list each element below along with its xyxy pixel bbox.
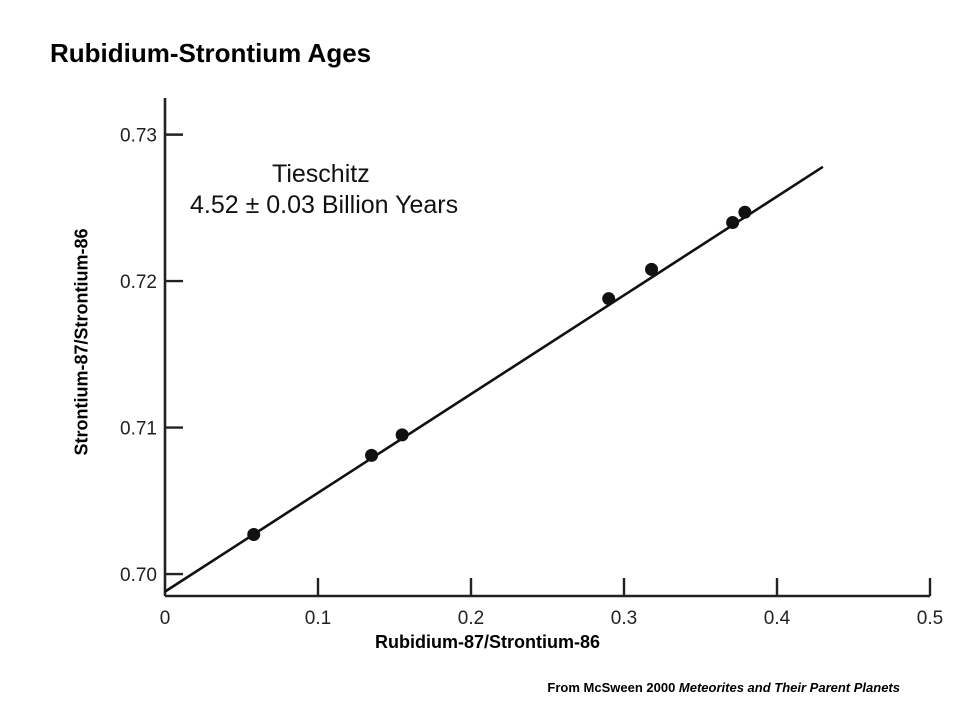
isochron-fit-line xyxy=(164,165,824,593)
y-tick-label: 0.70 xyxy=(120,565,157,586)
data-point xyxy=(395,428,409,442)
x-tick-label: 0.3 xyxy=(611,608,637,629)
data-points xyxy=(247,205,752,541)
annotation-sample-name: Tieschitz xyxy=(272,160,370,188)
x-axis-label: Rubidium-87/Strontium-86 xyxy=(374,632,600,652)
fit-line-group xyxy=(164,165,824,593)
data-point xyxy=(602,292,616,306)
page-title: Rubidium-Strontium Ages xyxy=(50,38,372,68)
x-tick-label: 0.4 xyxy=(764,608,791,629)
credit-source: Meteorites and Their Parent Planets xyxy=(678,680,900,695)
data-point xyxy=(738,205,752,219)
x-tick-label: 0.5 xyxy=(917,608,943,629)
y-tick-label: 0.73 xyxy=(120,126,157,147)
plot-axes xyxy=(163,98,930,598)
data-point xyxy=(645,262,659,276)
data-point xyxy=(247,527,261,541)
x-tick-label: 0.1 xyxy=(305,608,331,629)
x-tick-label: 0 xyxy=(160,608,171,629)
y-axis-label: Strontium-87/Strontium-86 xyxy=(71,228,92,456)
credit-prefix: From McSween 2000 xyxy=(547,680,679,695)
source-credit: From McSween 2000 Meteorites and Their P… xyxy=(547,680,900,695)
annotation-age: 4.52 ± 0.03 Billion Years xyxy=(190,191,458,219)
y-tick-label: 0.71 xyxy=(120,419,157,440)
y-tick-label: 0.72 xyxy=(120,272,157,293)
data-point xyxy=(365,448,379,462)
data-point xyxy=(726,216,740,229)
x-tick-label: 0.2 xyxy=(458,608,484,629)
axis-ticks: 0 0.1 0.2 0.3 0.4 0.5 0.70 0.71 0.72 0.73 xyxy=(120,126,943,629)
